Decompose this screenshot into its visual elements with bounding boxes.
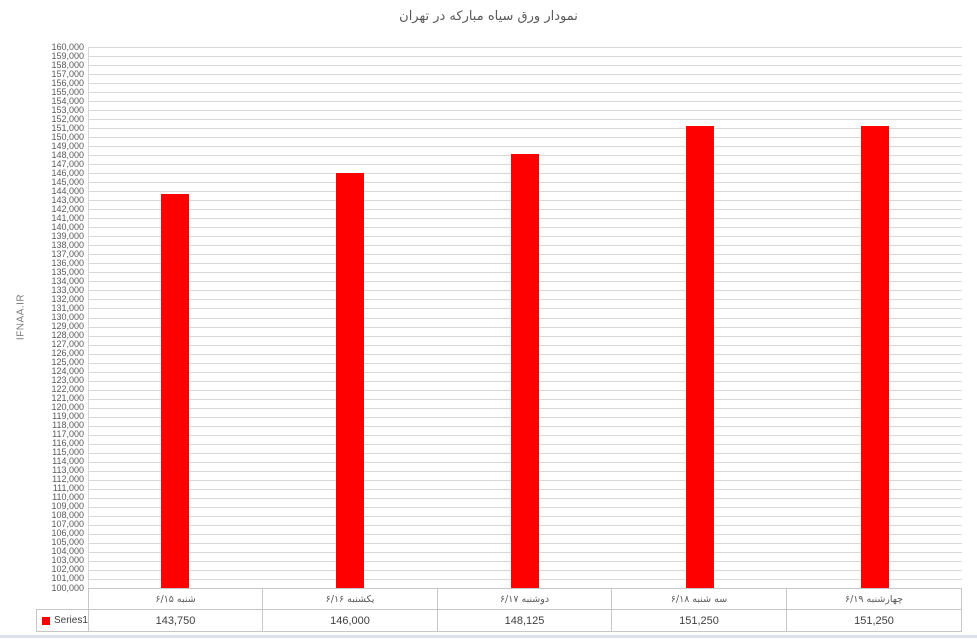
y-tick-label: 159,000: [51, 50, 84, 61]
y-tick-label: 140,000: [51, 221, 84, 232]
plot-area: [88, 47, 962, 589]
y-tick-label: 145,000: [51, 176, 84, 187]
bar-2[interactable]: [336, 173, 364, 588]
category-cell-4: سه شنبه ۶/۱۸: [611, 588, 787, 610]
y-tick-label: 155,000: [51, 86, 84, 97]
y-tick-label: 135,000: [51, 266, 84, 277]
y-tick-label: 105,000: [51, 537, 84, 548]
y-tick-label: 116,000: [52, 438, 84, 449]
y-tick-label: 137,000: [51, 248, 84, 259]
y-tick-label: 141,000: [51, 212, 84, 223]
gridline: [88, 74, 962, 76]
y-tick-label: 124,000: [51, 366, 84, 377]
y-tick-label: 151,000: [51, 122, 84, 133]
y-tick-label: 158,000: [51, 59, 84, 70]
y-tick-label: 146,000: [51, 167, 84, 178]
category-cell-5: چهارشنبه ۶/۱۹: [786, 588, 962, 610]
series-name: Series1: [54, 615, 88, 626]
y-tick-label: 133,000: [51, 284, 84, 295]
gridline: [88, 101, 962, 103]
gridline: [88, 47, 962, 48]
bar-5[interactable]: [861, 126, 889, 588]
y-tick-label: 125,000: [51, 357, 84, 368]
y-axis-title: IFNAA.IR: [15, 293, 27, 341]
y-tick-label: 129,000: [51, 321, 84, 332]
y-tick-label: 103,000: [51, 555, 84, 566]
value-cell-4: 151,250: [611, 609, 787, 632]
gridline: [88, 110, 962, 112]
value-cell-1: 143,750: [88, 609, 263, 632]
y-tick-label: 113,000: [52, 465, 84, 476]
y-tick-label: 121,000: [51, 393, 84, 404]
y-tick-label: 160,000: [51, 41, 84, 52]
y-tick-label: 136,000: [51, 257, 84, 268]
gridline: [88, 56, 962, 58]
series-color-swatch: [42, 616, 50, 625]
legend-cell[interactable]: Series1: [36, 609, 89, 632]
y-tick-label: 107,000: [51, 519, 84, 530]
gridline: [88, 65, 962, 67]
gridline: [88, 146, 962, 148]
value-cell-5: 151,250: [786, 609, 962, 632]
category-cell-2: یکشنبه ۶/۱۶: [262, 588, 438, 610]
y-tick-label: 123,000: [51, 375, 84, 386]
y-tick-label: 114,000: [52, 456, 84, 467]
y-tick-label: 108,000: [51, 510, 84, 521]
y-tick-label: 119,000: [52, 411, 84, 422]
y-tick-label: 144,000: [51, 185, 84, 196]
y-tick-label: 142,000: [51, 203, 84, 214]
y-tick-label: 130,000: [51, 312, 84, 322]
y-tick-label: 126,000: [51, 348, 84, 359]
y-tick-label: 102,000: [51, 564, 84, 575]
y-tick-label: 149,000: [51, 140, 84, 151]
y-tick-label: 101,000: [51, 573, 84, 584]
bar-3[interactable]: [511, 154, 539, 588]
y-tick-label: 152,000: [51, 113, 84, 124]
y-tick-label: 120,000: [51, 402, 84, 413]
y-tick-label: 139,000: [51, 230, 84, 241]
y-tick-label: 112,000: [52, 474, 84, 485]
y-tick-label: 138,000: [51, 239, 84, 250]
y-tick-label: 115,000: [52, 447, 84, 458]
window-bottom-edge: [0, 635, 977, 638]
y-tick-label: 127,000: [51, 339, 84, 350]
y-tick-label: 153,000: [51, 104, 84, 115]
category-cell-1: شنبه ۶/۱۵: [88, 588, 263, 610]
y-tick-label: 150,000: [51, 131, 84, 142]
y-tick-label: 117,000: [52, 429, 84, 440]
y-tick-label: 131,000: [51, 302, 84, 313]
bar-1[interactable]: [161, 194, 189, 588]
y-tick-label: 156,000: [51, 77, 84, 88]
y-tick-label: 147,000: [51, 158, 84, 169]
gridline: [88, 128, 962, 130]
gridline: [88, 137, 962, 139]
y-tick-label: 109,000: [51, 501, 84, 512]
y-tick-label: 157,000: [51, 68, 84, 79]
y-tick-label: 122,000: [51, 384, 84, 395]
y-tick-label: 104,000: [51, 546, 84, 557]
y-tick-label: 148,000: [51, 149, 84, 160]
y-tick-label: 143,000: [51, 194, 84, 205]
y-tick-label: 110,000: [52, 492, 84, 503]
chart-title: نمودار ورق سیاه مبارکه در تهران: [399, 9, 578, 24]
gridline: [88, 83, 962, 85]
gridline: [88, 119, 962, 121]
y-tick-label: 106,000: [51, 528, 84, 539]
gridline: [88, 92, 962, 94]
y-tick-label: 118,000: [52, 420, 84, 431]
value-cell-3: 148,125: [437, 609, 612, 632]
y-tick-label: 132,000: [51, 293, 84, 304]
bar-4[interactable]: [686, 126, 714, 588]
y-tick-label: 154,000: [51, 95, 84, 106]
category-cell-3: دوشنبه ۶/۱۷: [437, 588, 612, 610]
value-cell-2: 146,000: [262, 609, 438, 632]
y-tick-label: 100,000: [51, 582, 84, 593]
y-tick-label: 128,000: [51, 330, 84, 341]
y-tick-label: 111,000: [52, 483, 84, 494]
y-tick-label: 134,000: [51, 275, 84, 286]
